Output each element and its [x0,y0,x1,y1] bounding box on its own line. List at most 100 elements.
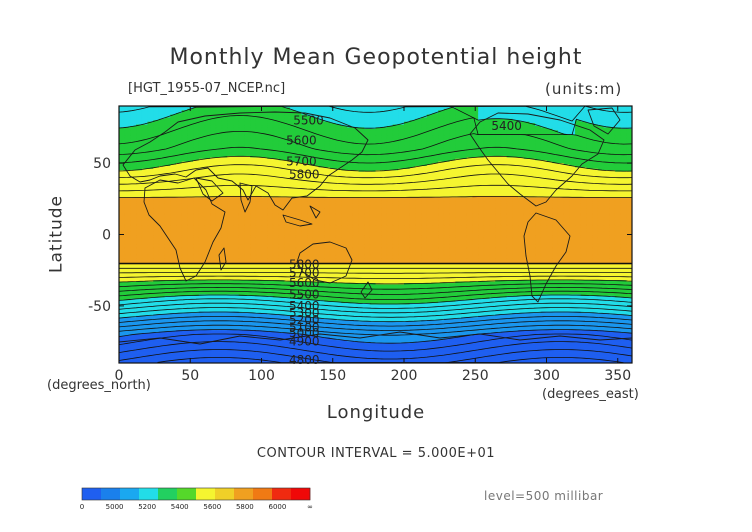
field-cell [592,150,599,153]
field-cell [398,106,405,109]
field-cell [478,154,485,157]
field-cell [500,158,508,161]
field-cell [227,168,234,171]
field-cell [358,130,365,133]
field-cell [352,168,359,171]
field-cell [620,177,627,180]
field-cell [318,121,325,124]
field-cell [250,140,257,143]
field-cell [147,113,154,116]
field-cell [358,123,365,126]
field-cell [147,130,154,133]
field-cell [438,131,445,134]
field-cell [426,177,434,180]
field-cell [307,167,314,170]
field-cell [210,127,217,130]
field-cell [267,155,274,158]
field-cell [119,137,126,140]
field-cell [375,145,382,149]
field-cell [529,115,536,119]
field-cell [136,147,143,150]
field-cell [500,125,508,129]
field-cell [443,117,451,120]
field-cell [193,181,200,184]
field-cell [193,144,200,147]
field-cell [204,121,211,124]
field-cell [198,108,206,111]
field-cell [626,171,632,174]
field-cell [381,151,388,154]
field-cell [358,150,365,153]
field-cell [347,108,354,111]
field-cell [535,145,542,149]
field-cell [421,135,428,139]
field-cell [141,118,149,121]
field-cell [255,157,263,160]
field-cell [335,165,342,168]
field-cell [381,163,388,166]
field-cell [347,144,354,147]
field-cell [557,160,565,163]
field-cell [620,154,627,157]
field-cell [518,151,525,154]
field-cell [592,140,599,143]
field-cell [364,158,371,161]
field-cell [221,157,228,160]
field-cell [375,154,382,157]
field-cell [557,173,565,176]
field-cell [455,133,462,136]
field-cell [261,178,268,181]
field-cell [187,150,194,153]
field-cell [210,113,217,116]
field-cell [603,177,610,180]
level-label: level=500 millibar [484,489,604,503]
field-cell [210,154,217,157]
field-cell [124,170,131,173]
field-cell [557,114,565,117]
field-cell [466,181,473,184]
field-cell [141,115,149,119]
field-cell [181,155,188,158]
field-cell [261,137,268,140]
field-cell [164,113,171,116]
field-cell [301,114,308,117]
field-cell [404,113,411,116]
field-cell [386,115,394,119]
field-cell [238,163,245,166]
field-cell [141,153,149,156]
field-cell [575,174,582,177]
field-cell [614,154,622,157]
field-cell [136,111,143,114]
field-cell [329,143,337,146]
field-cell [603,134,610,137]
field-cell [233,164,240,167]
field-cell [198,113,206,116]
field-cell [438,137,445,140]
field-cell [193,165,200,168]
field-cell [181,133,188,136]
field-cell [381,135,388,139]
field-cell [130,145,137,149]
field-cell [523,164,530,167]
field-cell [341,128,348,131]
field-cell [369,114,377,117]
field-cell [352,165,359,168]
field-cell [415,168,422,171]
field-cell [409,148,416,151]
field-cell [609,164,616,167]
field-cell [164,141,171,144]
field-cell [426,130,434,133]
field-cell [158,143,166,146]
field-cell [244,158,251,161]
field-cell [193,171,200,174]
field-cell [164,144,171,147]
field-cell [347,178,354,181]
field-cell [443,123,451,126]
field-cell [119,160,126,163]
field-cell [181,127,188,130]
field-cell [341,151,348,154]
field-cell [261,173,268,176]
field-cell [301,181,308,184]
field-cell [381,173,388,176]
field-cell [455,131,462,134]
